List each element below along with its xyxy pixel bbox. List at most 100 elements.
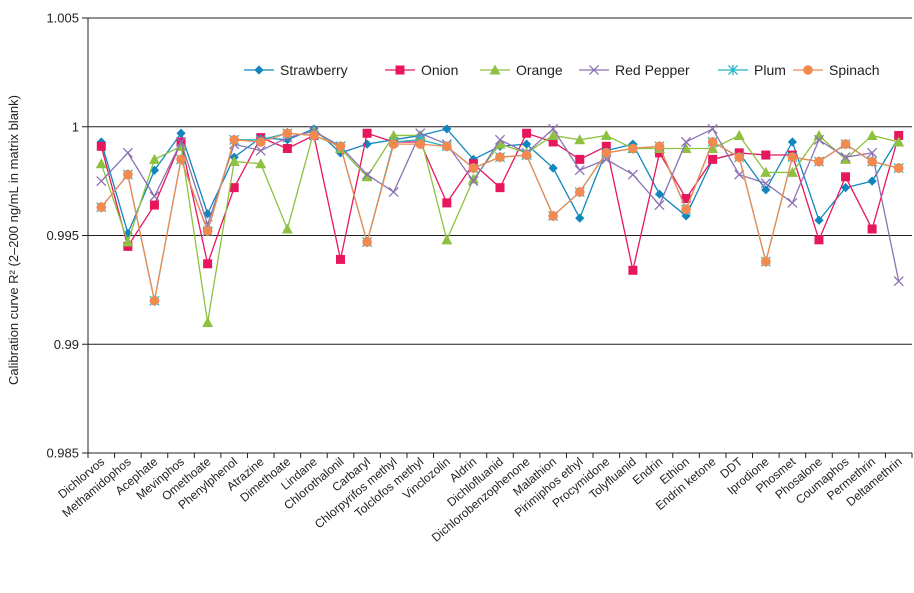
legend-item-spinach: Spinach — [793, 62, 880, 78]
data-point — [575, 154, 585, 164]
data-point — [388, 129, 400, 140]
data-point — [867, 156, 877, 167]
data-point — [681, 194, 691, 204]
data-point — [654, 199, 665, 211]
data-point — [362, 169, 373, 180]
data-point — [203, 259, 213, 269]
legend-marker — [803, 65, 813, 75]
data-point — [760, 178, 771, 189]
data-point — [814, 156, 824, 167]
data-point — [175, 136, 187, 148]
data-point — [149, 191, 160, 202]
data-point — [574, 134, 586, 145]
data-point — [628, 265, 638, 275]
data-point — [866, 129, 878, 140]
data-point — [548, 163, 558, 173]
legend-item-red-pepper: Red Pepper — [579, 62, 690, 78]
data-point — [176, 128, 186, 138]
y-tick-label: 0.985 — [46, 446, 79, 461]
data-point — [388, 139, 399, 149]
legend-label: Onion — [421, 62, 458, 78]
x-tick-label: Endrin — [630, 455, 666, 488]
data-point — [601, 141, 611, 151]
legend-marker — [395, 65, 405, 75]
data-point — [813, 134, 825, 145]
data-point — [761, 256, 771, 267]
data-point — [335, 141, 346, 152]
data-point — [442, 198, 452, 208]
data-point — [574, 165, 585, 176]
data-point — [600, 129, 612, 140]
data-point — [281, 223, 293, 234]
data-point — [548, 123, 559, 134]
data-point — [148, 153, 160, 164]
data-point — [814, 235, 824, 245]
data-point — [894, 130, 904, 140]
data-point — [707, 137, 718, 147]
data-point — [734, 152, 745, 162]
data-point — [202, 317, 214, 327]
data-point — [680, 143, 692, 153]
data-point — [521, 139, 532, 149]
data-point — [96, 202, 107, 213]
series-lines — [95, 123, 905, 327]
data-point — [733, 129, 745, 140]
data-point — [840, 183, 851, 193]
data-point — [361, 171, 373, 182]
axes — [82, 17, 913, 458]
data-point — [840, 153, 852, 164]
data-point — [761, 185, 771, 195]
data-point — [467, 173, 479, 184]
y-tick-label: 1.005 — [46, 11, 79, 26]
legend-marker — [727, 64, 739, 76]
data-point — [415, 139, 426, 149]
data-point — [229, 135, 239, 145]
data-point — [468, 163, 479, 173]
data-point — [282, 144, 292, 153]
data-point — [814, 215, 824, 225]
data-point — [96, 176, 107, 187]
data-point — [601, 148, 612, 158]
data-point — [761, 150, 771, 160]
data-point — [681, 136, 692, 148]
data-point — [255, 145, 266, 156]
data-point — [495, 152, 505, 162]
data-point — [95, 158, 107, 169]
data-point — [522, 128, 532, 138]
legend-label: Plum — [754, 62, 786, 78]
data-point — [841, 172, 851, 182]
data-point — [708, 154, 718, 164]
data-point — [494, 138, 506, 149]
data-point — [149, 200, 159, 210]
y-tick-labels: 0.985 0.99 0.995 1 1.005 — [46, 11, 79, 461]
data-point — [255, 137, 266, 147]
data-point — [548, 211, 558, 221]
series-spinach — [96, 128, 904, 306]
data-point — [787, 137, 797, 147]
legend-item-onion: Onion — [385, 62, 458, 78]
data-point — [149, 295, 160, 306]
data-point — [441, 234, 453, 245]
data-point — [681, 211, 691, 221]
data-point — [282, 135, 292, 145]
data-point — [282, 128, 293, 139]
data-point — [336, 254, 346, 264]
data-point — [362, 128, 372, 138]
data-point — [787, 152, 798, 162]
series-line — [100, 127, 900, 282]
data-point — [867, 147, 878, 158]
legend-item-strawberry: Strawberry — [244, 62, 348, 78]
legend-item-orange: Orange — [480, 62, 563, 78]
data-point — [840, 152, 851, 163]
legend: Strawberry Onion Orange Red Pepper Plum Spina… — [244, 62, 880, 78]
data-point — [574, 187, 585, 197]
data-point — [495, 183, 505, 193]
data-point — [176, 154, 186, 165]
legend-label: Red Pepper — [615, 62, 690, 78]
legend-label: Strawberry — [280, 62, 348, 78]
data-point — [362, 237, 372, 247]
data-point — [442, 124, 452, 134]
data-point — [654, 141, 665, 152]
data-point — [893, 163, 904, 173]
